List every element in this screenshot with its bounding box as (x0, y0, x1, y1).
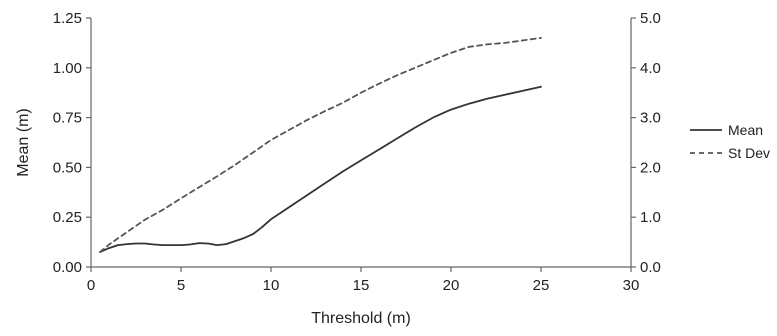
y-tick-label-left: 1.00 (53, 60, 82, 77)
y-tick-label-right: 2.0 (640, 159, 661, 176)
y-tick-label-left: 0.50 (53, 159, 82, 176)
y-tick-label-right: 4.0 (640, 60, 661, 77)
x-tick-label: 0 (87, 277, 95, 294)
x-tick-label: 30 (623, 277, 640, 294)
y-tick-label-right: 3.0 (640, 110, 661, 127)
legend-label: St Dev (728, 145, 770, 161)
y-tick-label-right: 5.0 (640, 10, 661, 27)
y-axis-title: Mean (m) (15, 108, 32, 176)
legend-label: Mean (728, 122, 763, 138)
x-tick-label: 15 (353, 277, 370, 294)
x-tick-label: 25 (533, 277, 550, 294)
y-tick-label-right: 1.0 (640, 209, 661, 226)
y-tick-label-left: 0.75 (53, 110, 82, 127)
y-tick-label-left: 1.25 (53, 10, 82, 27)
x-axis-title: Threshold (m) (311, 310, 411, 327)
series-line-st-dev (99, 37, 542, 254)
y-tick-label-right: 0.0 (640, 259, 661, 276)
y-tick-label-left: 0.00 (53, 259, 82, 276)
x-tick-label: 5 (177, 277, 185, 294)
y-tick-label-left: 0.25 (53, 209, 82, 226)
series-line-mean (99, 85, 542, 254)
x-tick-label: 10 (263, 277, 280, 294)
x-tick-label: 20 (443, 277, 460, 294)
